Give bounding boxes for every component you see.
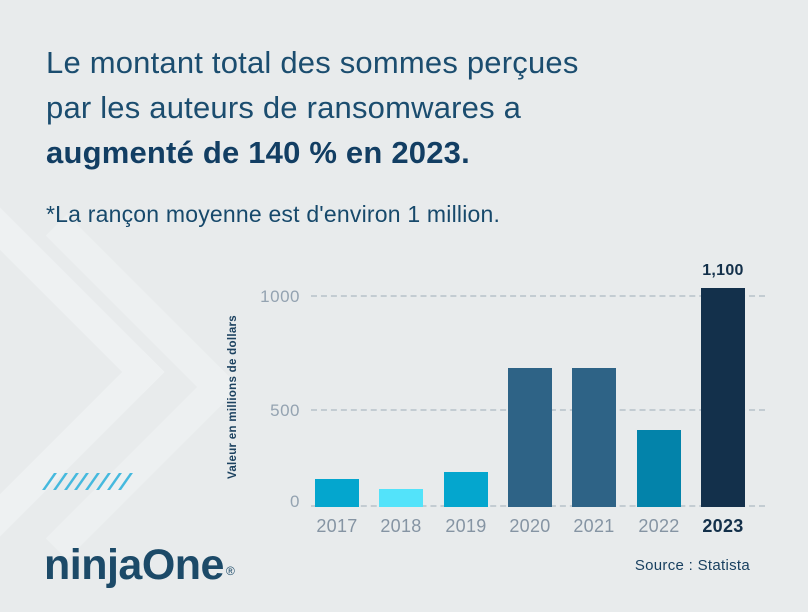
bar-2021 [572, 368, 616, 507]
headline-line-1: Le montant total des sommes perçues [46, 45, 579, 80]
y-tick-1000: 1000 [260, 287, 300, 306]
x-axis-label-2019: 2019 [445, 516, 487, 536]
x-axis-label-2018: 2018 [380, 516, 422, 536]
x-axis-label-2023: 2023 [702, 516, 744, 536]
subtitle-note: *La rançon moyenne est d'environ 1 milli… [46, 201, 501, 227]
y-axis-title: Valeur en millions de dollars [227, 315, 239, 480]
x-axis-label-2022: 2022 [638, 516, 680, 536]
y-tick-0: 0 [290, 492, 300, 511]
bar-2018 [379, 489, 423, 507]
bar-2022 [637, 430, 681, 507]
headline-line-3-bold: augmenté de 140 % en 2023. [46, 135, 470, 170]
bar-2019 [444, 472, 488, 507]
x-axis-label-2017: 2017 [316, 516, 358, 536]
x-axis-label-2020: 2020 [509, 516, 551, 536]
registered-trademark-icon: ® [225, 564, 235, 578]
logo-text: ninjaOne [44, 541, 224, 589]
ninjaone-logo: ninjaOne ® [44, 541, 235, 590]
bar-2023 [701, 288, 745, 507]
bar-2020 [508, 368, 552, 507]
y-tick-500: 500 [270, 401, 300, 420]
gridline-1000 [311, 295, 765, 297]
x-axis-label-2021: 2021 [573, 516, 615, 536]
headline: Le montant total des sommes perçues par … [46, 40, 579, 175]
bar-value-label-2023: 1,100 [702, 262, 744, 279]
headline-line-2: par les auteurs de ransomwares a [46, 90, 522, 125]
bar-2017 [315, 479, 359, 507]
source-attribution: Source : Statista [634, 557, 750, 574]
